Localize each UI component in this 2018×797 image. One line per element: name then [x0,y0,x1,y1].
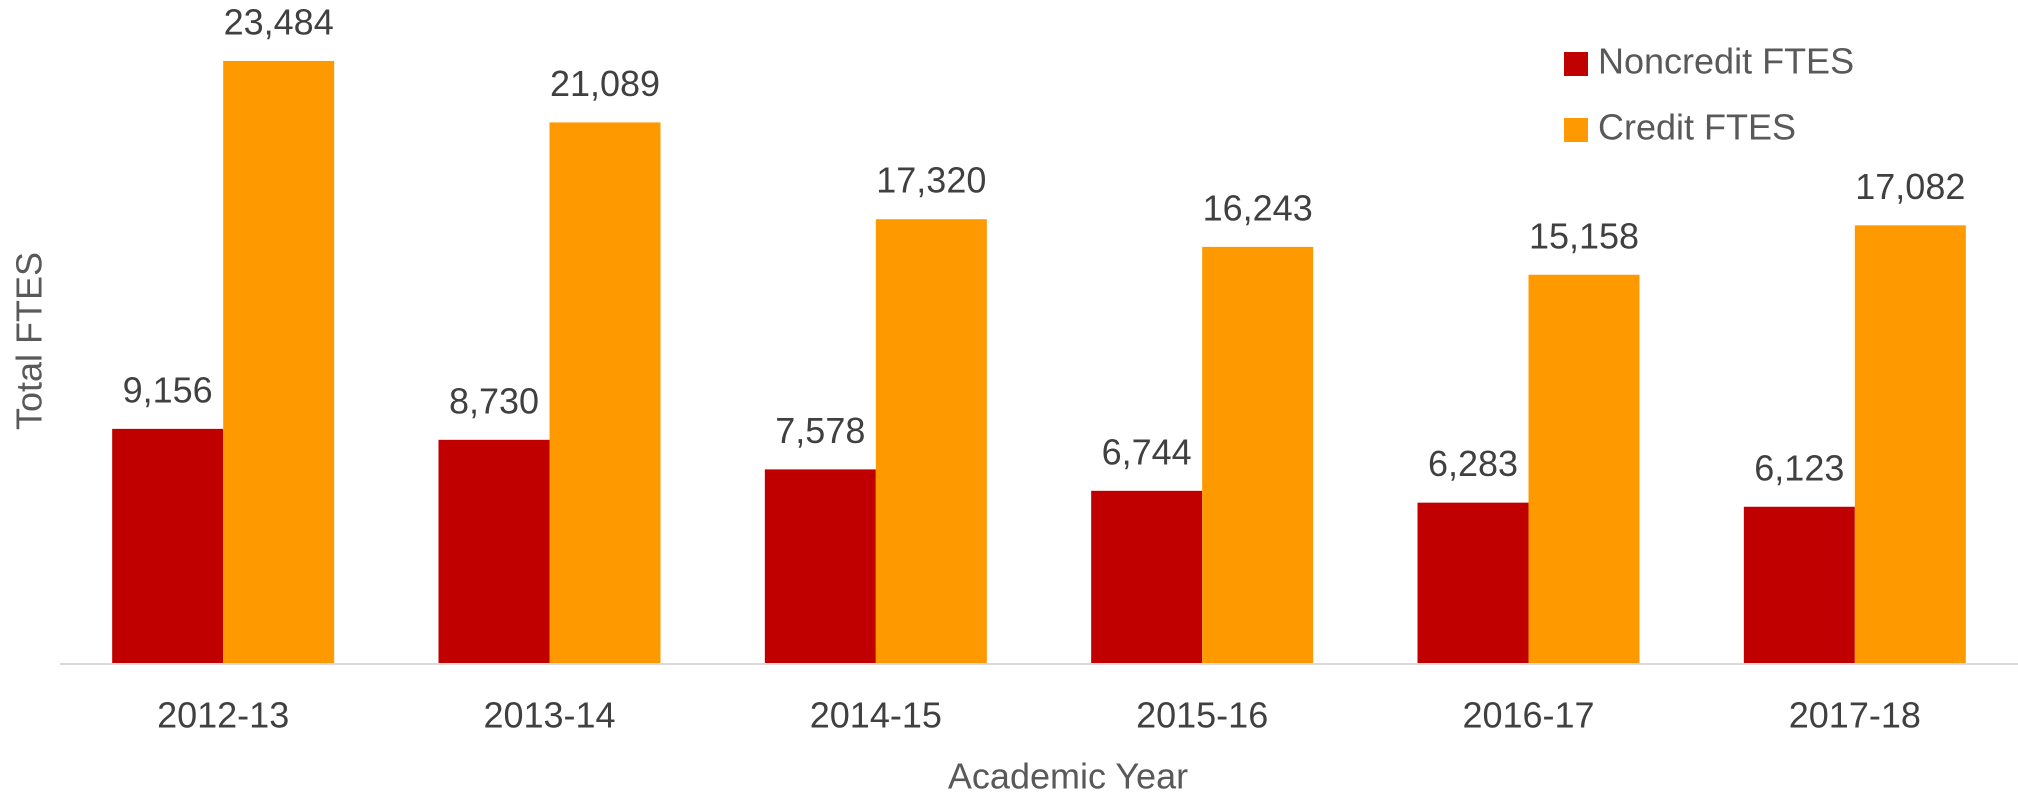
data-label: 17,082 [1855,166,1965,207]
x-tick-label: 2013-14 [483,695,615,736]
data-label: 23,484 [224,1,334,42]
bar [1743,506,1855,664]
data-label: 6,283 [1428,443,1518,484]
bar [1417,502,1529,664]
bar [764,469,876,664]
bar [112,428,224,664]
x-tick-label: 2012-13 [157,695,289,736]
x-tick-label: 2014-15 [810,695,942,736]
legend-swatch [1564,52,1588,76]
data-label: 15,158 [1529,215,1639,256]
data-label: 8,730 [449,380,539,421]
data-label: 17,320 [876,160,986,201]
bar [549,122,661,665]
x-tick-label: 2016-17 [1462,695,1594,736]
legend-swatch [1564,118,1588,142]
bar [1854,225,1966,665]
legend-label: Noncredit FTES [1598,41,1854,82]
x-tick-label: 2015-16 [1136,695,1268,736]
bar [875,219,987,664]
data-label: 21,089 [550,63,660,104]
data-label: 6,123 [1754,447,1844,488]
data-label: 7,578 [775,410,865,451]
data-label: 16,243 [1203,187,1313,228]
data-label: 6,744 [1102,431,1192,472]
x-axis-title: Academic Year [948,756,1188,797]
bar [1091,490,1203,664]
x-tick-label: 2017-18 [1789,695,1921,736]
bar [223,60,335,664]
y-axis-title: Total FTES [9,252,50,430]
data-label: 9,156 [123,369,213,410]
bar [438,439,550,664]
bar [1202,246,1314,664]
legend-label: Credit FTES [1598,107,1796,148]
bar [1528,274,1640,664]
